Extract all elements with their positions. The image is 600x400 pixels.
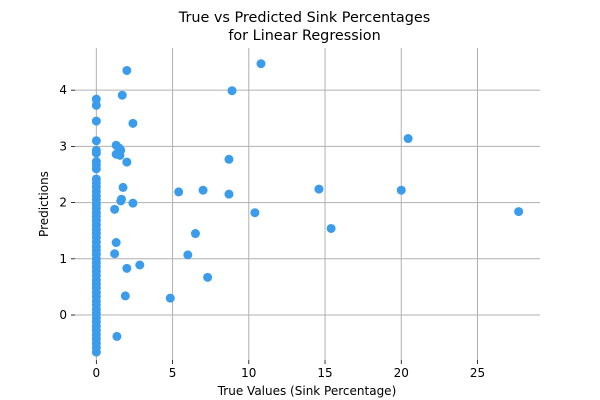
x-tick-label: 10 [241,366,256,380]
y-tick-label: 3 [59,139,67,153]
data-point [135,260,145,270]
axis-ticks: 0 5 10 15 20 25 0 1 2 3 4 [59,83,485,380]
data-point [128,118,138,128]
y-tick-label: 1 [59,252,67,266]
x-tick-label: 25 [470,366,485,380]
data-point [91,94,101,104]
grid-lines [75,48,540,360]
data-point [122,65,132,75]
data-point [326,223,336,233]
data-point [514,207,524,217]
data-point [118,182,128,192]
data-point [120,291,130,301]
data-point [250,208,260,218]
x-tick-label: 0 [93,366,101,380]
data-point [116,196,126,206]
data-point [110,204,120,214]
data-point [183,250,193,260]
data-point [111,238,121,248]
data-point [128,198,138,208]
data-point [174,187,184,197]
data-point [112,331,122,341]
data-point [115,150,125,160]
x-axis-label: True Values (Sink Percentage) [217,384,397,398]
data-point [91,148,101,158]
data-point [190,229,200,239]
data-point [224,189,234,199]
data-point [122,157,132,167]
chart-title-line1: True vs Predicted Sink Percentages [178,10,430,26]
y-tick-label: 4 [59,83,67,97]
y-tick-label: 0 [59,308,67,322]
data-point [91,347,101,357]
data-point [403,134,413,144]
data-point [110,249,120,259]
data-point [198,185,208,195]
data-point [117,90,127,100]
data-point [203,272,213,282]
data-point [91,116,101,126]
data-point [91,164,101,174]
data-points [91,59,524,357]
data-point [256,59,266,69]
data-point [314,184,324,194]
y-tick-label: 2 [59,196,67,210]
x-tick-label: 15 [317,366,332,380]
data-point [224,154,234,164]
data-point [227,86,237,96]
data-point [396,185,406,195]
data-point [91,136,101,146]
x-tick-label: 5 [169,366,177,380]
data-point [91,100,101,110]
x-tick-label: 20 [394,366,409,380]
y-axis-label: Predictions [37,171,51,237]
data-point [165,293,175,303]
chart-title-line2: for Linear Regression [228,28,380,44]
data-point [122,263,132,273]
